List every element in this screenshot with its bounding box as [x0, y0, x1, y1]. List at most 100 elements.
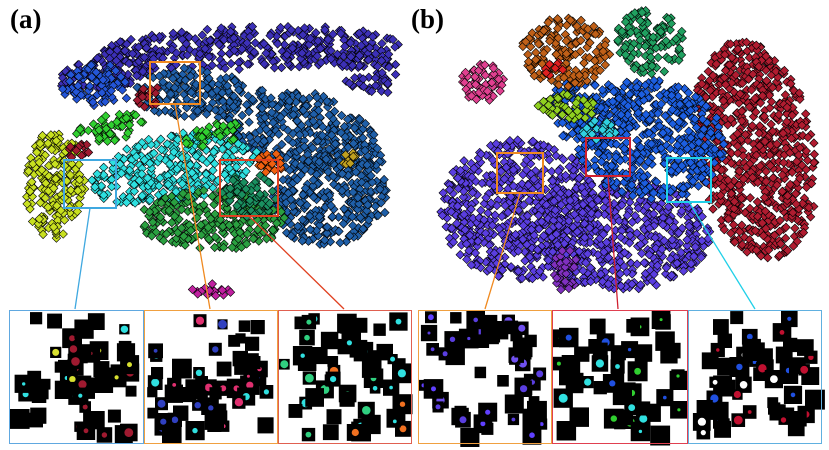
data-point — [287, 43, 298, 53]
data-point — [368, 32, 378, 42]
data-point — [237, 44, 247, 54]
data-point — [220, 63, 230, 74]
data-point — [58, 229, 68, 239]
data-point — [214, 39, 224, 50]
data-point — [328, 29, 338, 39]
data-point — [261, 48, 271, 58]
data-point — [315, 43, 326, 54]
data-point — [326, 54, 336, 64]
data-point — [200, 44, 210, 54]
data-point — [269, 63, 280, 73]
data-point — [149, 33, 159, 43]
data-point — [268, 57, 278, 67]
data-point — [202, 24, 212, 35]
data-point — [234, 64, 244, 74]
data-point — [141, 43, 152, 53]
panel-a-label: (a) — [10, 4, 42, 34]
data-point — [171, 48, 182, 58]
data-point — [298, 30, 308, 40]
data-point — [326, 46, 336, 56]
data-point — [115, 37, 125, 47]
data-point — [266, 49, 277, 59]
data-point — [229, 45, 239, 55]
data-point — [219, 35, 229, 45]
data-point — [745, 193, 755, 203]
data-point — [190, 34, 200, 44]
data-point — [205, 35, 215, 46]
data-point — [345, 38, 355, 48]
data-point — [305, 33, 315, 44]
data-point — [243, 59, 253, 69]
data-point — [801, 109, 811, 119]
data-point — [197, 30, 207, 40]
data-point — [177, 27, 187, 37]
panel-b-scatter — [436, 6, 820, 295]
data-point — [293, 25, 303, 36]
data-point — [383, 87, 393, 98]
data-point — [304, 39, 314, 50]
data-point — [204, 52, 214, 62]
data-point — [124, 58, 134, 69]
data-point — [247, 21, 258, 32]
data-point — [708, 204, 718, 214]
data-point — [354, 28, 364, 38]
data-point — [272, 39, 283, 49]
data-point — [234, 57, 244, 68]
data-point — [259, 39, 269, 49]
data-point — [216, 23, 226, 33]
data-point — [390, 69, 401, 80]
panel-a-cluster-magenta — [187, 279, 236, 301]
data-point — [766, 119, 776, 129]
data-point — [311, 28, 321, 38]
data-point — [83, 125, 93, 136]
data-point — [356, 40, 366, 51]
data-point — [226, 27, 236, 37]
data-point — [279, 39, 290, 50]
panel-a-cluster-purple-arc — [57, 21, 403, 98]
data-point — [212, 29, 222, 40]
data-point — [182, 50, 192, 60]
data-point — [320, 25, 330, 35]
data-point — [377, 38, 387, 49]
panel-b-label: (b) — [411, 4, 444, 34]
data-point — [388, 34, 398, 45]
data-point — [250, 38, 260, 48]
data-point — [335, 238, 345, 248]
data-point — [244, 117, 254, 127]
data-point — [226, 58, 236, 69]
data-point — [245, 32, 255, 42]
data-point — [133, 42, 144, 52]
data-point — [339, 35, 349, 45]
data-point — [181, 39, 191, 49]
data-point — [336, 28, 346, 39]
data-point — [297, 48, 307, 58]
data-point — [275, 22, 286, 33]
data-point — [809, 149, 819, 159]
data-point — [286, 25, 296, 35]
data-point — [332, 49, 343, 59]
data-point — [259, 59, 269, 69]
data-point — [340, 41, 350, 52]
data-point — [179, 111, 190, 121]
data-point — [138, 66, 148, 77]
data-point — [249, 47, 259, 57]
data-point — [390, 42, 400, 52]
data-point — [229, 33, 239, 43]
data-point — [790, 223, 800, 233]
data-point — [313, 36, 323, 46]
data-point — [242, 38, 252, 48]
data-point — [276, 62, 287, 73]
data-point — [809, 138, 819, 148]
data-point — [216, 48, 227, 59]
data-point — [282, 50, 292, 60]
panel-a-scatter — [22, 21, 403, 301]
data-point — [327, 212, 337, 222]
data-point — [121, 93, 132, 103]
data-point — [265, 30, 275, 41]
data-point — [316, 57, 326, 68]
data-point — [323, 34, 333, 45]
data-point — [312, 51, 322, 61]
data-point — [195, 49, 205, 59]
